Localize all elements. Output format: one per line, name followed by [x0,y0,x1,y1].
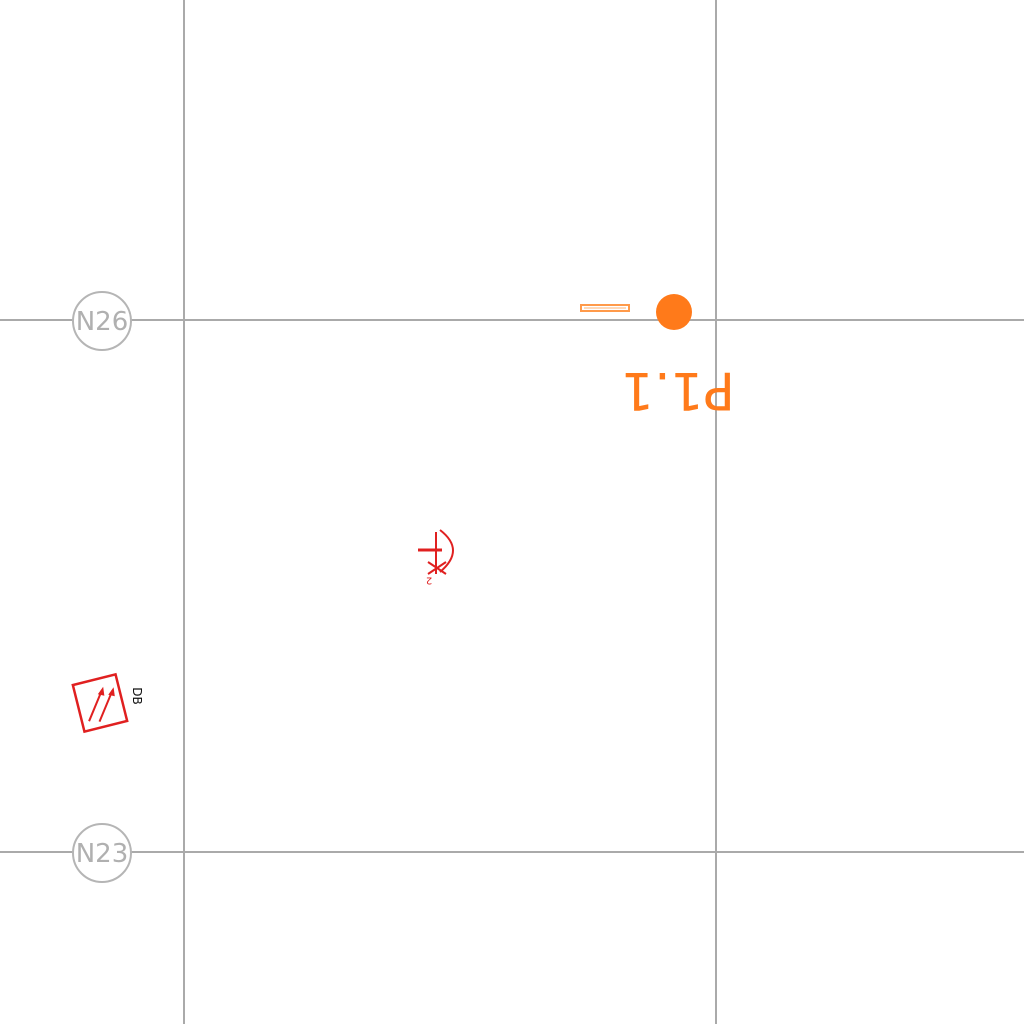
grid-bubble-label: N26 [76,307,129,337]
db-arrow-line-2 [98,690,114,723]
outlet-arc [439,529,454,573]
db-box [71,672,129,734]
outlet-cross-b [427,561,447,575]
outlet-symbol[interactable]: 2 [418,529,454,586]
distribution-board-symbol[interactable] [71,672,129,734]
db-arrow-head-1 [97,686,105,696]
db-arrow-line-1 [88,689,103,722]
grid-bubble-n26[interactable]: N26 [72,291,132,351]
grid-bubble-circle [72,823,132,883]
db-arrow-head-2 [108,687,115,697]
distribution-board-label: DB [130,687,144,704]
grid-bubble-label: N23 [76,839,129,869]
column-tag-label: P1.1 [621,360,735,420]
column-stub [580,304,630,312]
grid-bubble-circle [72,291,132,351]
column-marker[interactable] [580,294,692,330]
outlet-circuit-number: 2 [426,575,432,586]
column-dot [656,294,692,330]
grid-bubble-n23[interactable]: N23 [72,823,132,883]
